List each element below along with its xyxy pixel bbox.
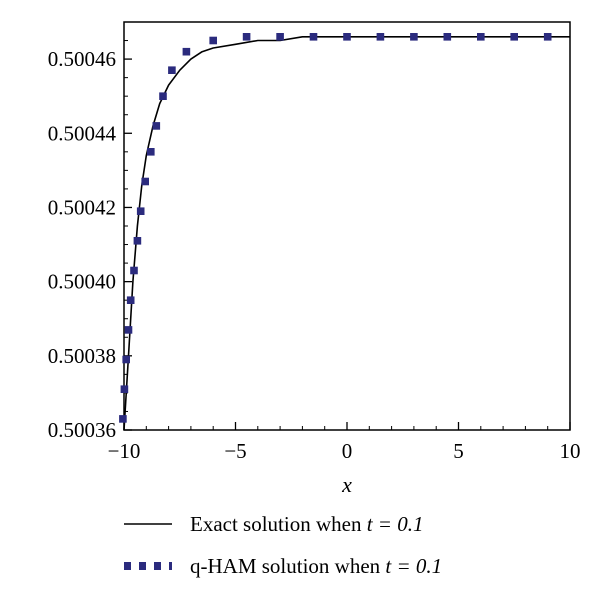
- x-tick-label: 5: [453, 439, 464, 463]
- qham-point: [209, 36, 217, 45]
- qham-point: [443, 33, 452, 41]
- x-tick-label: 10: [560, 439, 581, 463]
- x-tick-label: −5: [224, 439, 246, 463]
- qham-point: [159, 92, 167, 100]
- legend-label-exact: Exact solution when t = 0.1: [190, 512, 423, 536]
- qham-point: [410, 33, 418, 41]
- qham-point: [309, 33, 318, 41]
- y-tick-label: 0.50036: [48, 418, 116, 442]
- qham-point: [126, 296, 135, 304]
- qham-point: [119, 415, 127, 423]
- qham-point: [130, 266, 138, 275]
- qham-point: [122, 355, 130, 364]
- legend: Exact solution when t = 0.1 q-HAM soluti…: [124, 512, 442, 578]
- qham-point: [477, 33, 485, 41]
- legend-item-qham: q-HAM solution when t = 0.1: [124, 554, 442, 578]
- x-axis-label: x: [341, 472, 352, 497]
- y-axis: 0.50036 0.50038 0.50040 0.50042 0.50044 0.500…: [48, 21, 132, 442]
- qham-point: [168, 66, 176, 74]
- qham-point: [147, 148, 155, 156]
- y-tick-label: 0.50038: [48, 344, 116, 368]
- qham-point: [133, 237, 142, 245]
- qham-point: [343, 33, 351, 41]
- plot-area: 0.50036 0.50038 0.50040 0.50042 0.50044 0.500…: [48, 21, 581, 463]
- x-axis: −10 −5 0 5 10: [108, 422, 581, 463]
- y-tick-label: 0.50040: [48, 270, 116, 294]
- y-tick-label: 0.50042: [48, 195, 116, 219]
- y-tick-label: 0.50044: [48, 121, 117, 145]
- series-layer: [119, 33, 570, 431]
- series-line-exact: [123, 35, 570, 431]
- qham-point: [276, 33, 284, 41]
- qham-point: [242, 33, 251, 41]
- qham-point: [182, 47, 191, 56]
- qham-point: [141, 177, 149, 186]
- x-tick-label: 0: [342, 439, 353, 463]
- x-tick-label: −10: [108, 439, 141, 463]
- qham-point: [152, 122, 161, 130]
- qham-point: [543, 33, 552, 41]
- qham-point: [120, 385, 129, 393]
- qham-point: [124, 326, 133, 334]
- legend-label-qham: q-HAM solution when t = 0.1: [190, 554, 442, 578]
- qham-point: [510, 33, 518, 41]
- y-tick-label: 0.50046: [48, 47, 116, 71]
- legend-item-exact: Exact solution when t = 0.1: [124, 512, 423, 536]
- qham-point: [376, 33, 385, 41]
- qham-point: [136, 207, 145, 215]
